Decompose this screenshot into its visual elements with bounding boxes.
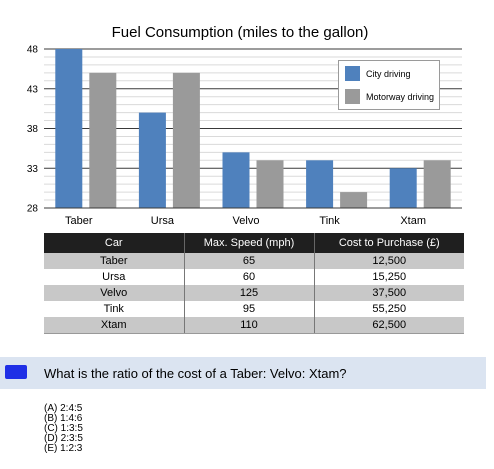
legend-label-city: City driving xyxy=(366,68,411,79)
table-header-max-speed: Max. Speed (mph) xyxy=(183,233,314,253)
x-tick-label: Xtam xyxy=(400,215,426,227)
x-tick-label: Tink xyxy=(319,215,340,227)
table-cell-car: Taber xyxy=(44,253,184,269)
legend-label-motorway: Motorway driving xyxy=(366,91,435,102)
legend-swatch-city xyxy=(345,66,360,81)
bar-motorway-driving xyxy=(423,160,451,208)
table-cell-cost: 62,500 xyxy=(313,317,464,334)
table-cell-cost: 15,250 xyxy=(313,269,464,285)
table-header-cost: Cost to Purchase (£) xyxy=(313,233,464,253)
table-row: Taber 65 12,500 xyxy=(44,253,464,269)
chart-legend: City driving Motorway driving xyxy=(338,60,440,110)
bar-city-driving xyxy=(222,152,250,208)
table-cell-speed: 60 xyxy=(183,269,314,285)
bar-city-driving xyxy=(389,168,417,208)
y-tick-label: 28 xyxy=(27,204,39,215)
car-data-table: Car Max. Speed (mph) Cost to Purchase (£… xyxy=(44,233,464,334)
y-tick-label: 33 xyxy=(27,164,39,175)
question-bar: What is the ratio of the cost of a Taber… xyxy=(0,357,486,389)
answer-option-e[interactable]: (E) 1:2:3 xyxy=(44,443,83,454)
table-cell-cost: 37,500 xyxy=(313,285,464,301)
x-tick-label: Taber xyxy=(65,215,93,227)
question-text: What is the ratio of the cost of a Taber… xyxy=(44,366,347,381)
table-row: Tink 95 55,250 xyxy=(44,301,464,317)
bar-city-driving xyxy=(306,160,334,208)
fuel-consumption-chart: 28 33 38 43 48 Taber Ursa Velvo Tink Xtam Fuel Co… xyxy=(0,0,494,232)
chart-title: Fuel Consumption (miles to the gallon) xyxy=(111,24,369,41)
legend-item-motorway: Motorway driving xyxy=(345,89,434,104)
table-row: Ursa 60 15,250 xyxy=(44,269,464,285)
bar-motorway-driving xyxy=(89,72,117,208)
answer-option-b[interactable]: (B) 1:4:6 xyxy=(44,413,83,424)
legend-item-city: City driving xyxy=(345,66,411,81)
table-cell-cost: 55,250 xyxy=(313,301,464,317)
x-tick-label: Velvo xyxy=(233,215,260,227)
x-tick-label: Ursa xyxy=(151,215,175,227)
table-cell-speed: 95 xyxy=(183,301,314,317)
table-header-row: Car Max. Speed (mph) Cost to Purchase (£… xyxy=(44,233,464,253)
table-header-car: Car xyxy=(44,233,184,253)
bar-motorway-driving xyxy=(340,192,368,208)
table-cell-car: Velvo xyxy=(44,285,184,301)
y-tick-label: 48 xyxy=(27,45,39,56)
table-cell-speed: 110 xyxy=(183,317,314,334)
table-cell-speed: 65 xyxy=(183,253,314,269)
table-cell-speed: 125 xyxy=(183,285,314,301)
y-tick-label: 43 xyxy=(27,84,39,95)
y-tick-label: 38 xyxy=(27,124,39,135)
bar-city-driving xyxy=(55,49,83,208)
question-marker-icon xyxy=(5,365,27,379)
table-row: Velvo 125 37,500 xyxy=(44,285,464,301)
legend-swatch-motorway xyxy=(345,89,360,104)
bar-motorway-driving xyxy=(172,72,200,208)
bar-motorway-driving xyxy=(256,160,284,208)
table-cell-car: Tink xyxy=(44,301,184,317)
table-cell-car: Xtam xyxy=(44,317,184,334)
answer-option-d[interactable]: (D) 2:3:5 xyxy=(44,433,83,444)
answer-option-c[interactable]: (C) 1:3:5 xyxy=(44,423,83,434)
table-row: Xtam 110 62,500 xyxy=(44,317,464,334)
bar-city-driving xyxy=(138,112,166,208)
answer-option-a[interactable]: (A) 2:4:5 xyxy=(44,403,83,414)
table-cell-cost: 12,500 xyxy=(313,253,464,269)
table-cell-car: Ursa xyxy=(44,269,184,285)
answer-options: (A) 2:4:5 (B) 1:4:6 (C) 1:3:5 (D) 2:3:5 … xyxy=(44,404,83,454)
